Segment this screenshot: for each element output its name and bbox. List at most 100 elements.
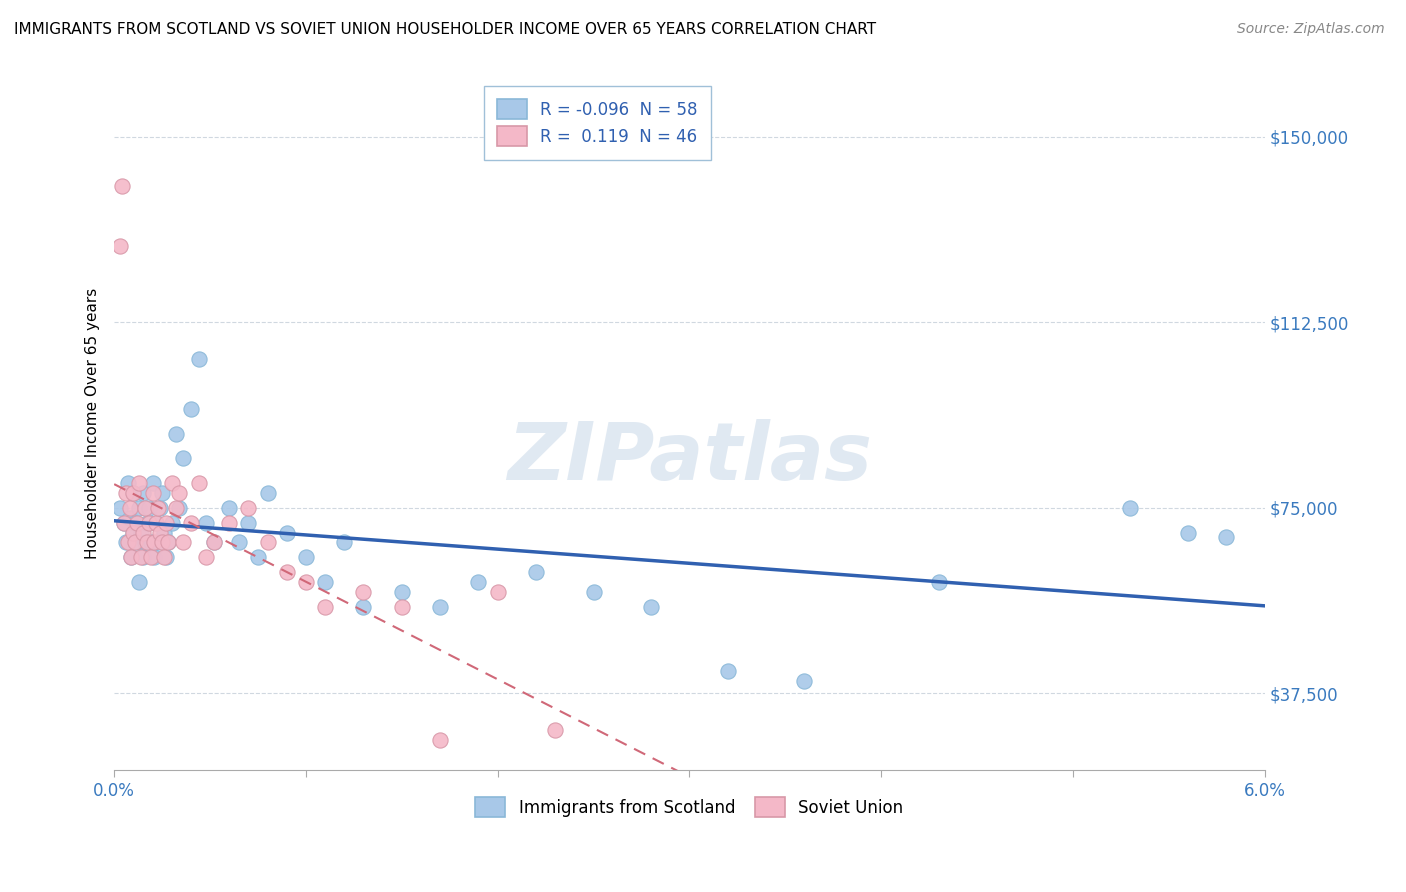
- Point: [180, 401, 202, 416]
- Point: [228, 535, 250, 549]
- Point: [717, 664, 740, 678]
- Point: [148, 535, 170, 549]
- Point: [155, 550, 177, 565]
- Point: [195, 516, 218, 530]
- Point: [150, 535, 173, 549]
- Point: [218, 500, 240, 515]
- Point: [150, 486, 173, 500]
- Point: [122, 525, 145, 540]
- Point: [112, 516, 135, 530]
- Point: [276, 525, 298, 540]
- Point: [108, 500, 131, 515]
- Point: [118, 500, 141, 515]
- Point: [238, 500, 260, 515]
- Point: [246, 550, 269, 565]
- Point: [134, 535, 156, 549]
- Point: [429, 599, 451, 614]
- Point: [172, 535, 194, 549]
- Point: [314, 574, 336, 589]
- Point: [1177, 525, 1199, 540]
- Point: [352, 599, 374, 614]
- Point: [169, 486, 191, 500]
- Point: [122, 525, 145, 540]
- Point: [180, 516, 202, 530]
- Point: [202, 535, 225, 549]
- Point: [128, 574, 150, 589]
- Point: [156, 535, 179, 549]
- Legend: Immigrants from Scotland, Soviet Union: Immigrants from Scotland, Soviet Union: [468, 790, 910, 824]
- Point: [544, 723, 567, 738]
- Point: [143, 535, 166, 549]
- Point: [134, 500, 156, 515]
- Point: [135, 535, 157, 549]
- Point: [486, 585, 509, 599]
- Point: [111, 179, 134, 194]
- Point: [1215, 531, 1237, 545]
- Point: [202, 535, 225, 549]
- Point: [160, 476, 183, 491]
- Point: [640, 599, 662, 614]
- Point: [141, 476, 163, 491]
- Point: [187, 352, 209, 367]
- Point: [582, 585, 605, 599]
- Point: [120, 550, 142, 565]
- Point: [156, 535, 179, 549]
- Y-axis label: Householder Income Over 65 years: Householder Income Over 65 years: [86, 288, 100, 559]
- Text: IMMIGRANTS FROM SCOTLAND VS SOVIET UNION HOUSEHOLDER INCOME OVER 65 YEARS CORREL: IMMIGRANTS FROM SCOTLAND VS SOVIET UNION…: [14, 22, 876, 37]
- Point: [295, 550, 318, 565]
- Point: [276, 565, 298, 579]
- Point: [172, 451, 194, 466]
- Point: [117, 476, 139, 491]
- Point: [352, 585, 374, 599]
- Point: [128, 500, 150, 515]
- Point: [165, 500, 187, 515]
- Point: [165, 426, 187, 441]
- Point: [118, 510, 141, 524]
- Point: [117, 535, 139, 549]
- Point: [128, 476, 150, 491]
- Point: [928, 574, 950, 589]
- Point: [256, 486, 278, 500]
- Point: [129, 525, 152, 540]
- Point: [238, 516, 260, 530]
- Point: [145, 516, 167, 530]
- Text: ZIPatlas: ZIPatlas: [508, 419, 872, 498]
- Point: [218, 516, 240, 530]
- Point: [132, 486, 155, 500]
- Point: [143, 550, 166, 565]
- Point: [114, 535, 136, 549]
- Point: [153, 525, 176, 540]
- Point: [139, 550, 162, 565]
- Point: [114, 486, 136, 500]
- Point: [127, 535, 149, 549]
- Point: [169, 500, 191, 515]
- Point: [127, 516, 149, 530]
- Point: [467, 574, 489, 589]
- Point: [148, 500, 170, 515]
- Point: [256, 535, 278, 549]
- Point: [149, 500, 172, 515]
- Point: [187, 476, 209, 491]
- Point: [155, 516, 177, 530]
- Point: [793, 673, 815, 688]
- Point: [122, 486, 145, 500]
- Point: [112, 516, 135, 530]
- Point: [138, 500, 160, 515]
- Point: [429, 733, 451, 747]
- Point: [141, 486, 163, 500]
- Point: [160, 516, 183, 530]
- Point: [391, 585, 413, 599]
- Point: [135, 516, 157, 530]
- Point: [108, 238, 131, 252]
- Point: [124, 535, 146, 549]
- Point: [138, 516, 160, 530]
- Point: [149, 525, 172, 540]
- Point: [333, 535, 356, 549]
- Point: [129, 550, 152, 565]
- Point: [132, 525, 155, 540]
- Point: [122, 486, 145, 500]
- Point: [145, 516, 167, 530]
- Point: [295, 574, 318, 589]
- Point: [153, 550, 176, 565]
- Point: [124, 516, 146, 530]
